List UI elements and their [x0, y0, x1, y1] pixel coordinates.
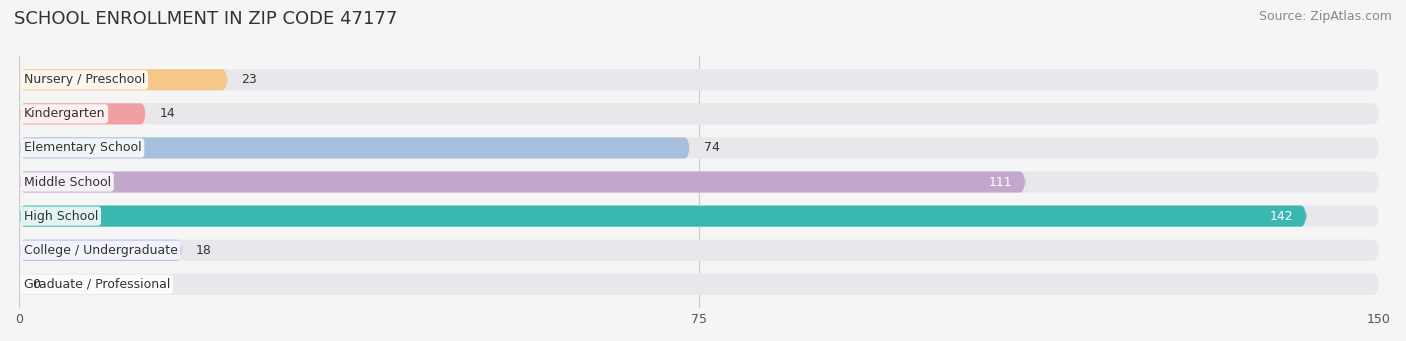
FancyBboxPatch shape [20, 206, 1306, 227]
Text: 23: 23 [242, 73, 257, 86]
FancyBboxPatch shape [20, 240, 183, 261]
FancyBboxPatch shape [20, 137, 1379, 159]
FancyBboxPatch shape [20, 103, 146, 124]
Text: SCHOOL ENROLLMENT IN ZIP CODE 47177: SCHOOL ENROLLMENT IN ZIP CODE 47177 [14, 10, 398, 28]
Text: Elementary School: Elementary School [24, 142, 141, 154]
Text: Source: ZipAtlas.com: Source: ZipAtlas.com [1258, 10, 1392, 23]
Text: 18: 18 [195, 244, 212, 257]
FancyBboxPatch shape [20, 240, 1379, 261]
Text: Kindergarten: Kindergarten [24, 107, 105, 120]
Text: Graduate / Professional: Graduate / Professional [24, 278, 170, 291]
FancyBboxPatch shape [20, 69, 228, 90]
Text: 142: 142 [1270, 210, 1294, 223]
FancyBboxPatch shape [20, 69, 1379, 90]
FancyBboxPatch shape [20, 206, 1379, 227]
Text: 74: 74 [703, 142, 720, 154]
Text: College / Undergraduate: College / Undergraduate [24, 244, 177, 257]
FancyBboxPatch shape [20, 274, 1379, 295]
Text: Nursery / Preschool: Nursery / Preschool [24, 73, 145, 86]
Text: 0: 0 [32, 278, 41, 291]
Text: High School: High School [24, 210, 98, 223]
Text: 111: 111 [988, 176, 1012, 189]
FancyBboxPatch shape [20, 172, 1379, 193]
FancyBboxPatch shape [20, 172, 1025, 193]
FancyBboxPatch shape [20, 103, 1379, 124]
Text: 14: 14 [159, 107, 176, 120]
FancyBboxPatch shape [20, 137, 690, 159]
Text: Middle School: Middle School [24, 176, 111, 189]
